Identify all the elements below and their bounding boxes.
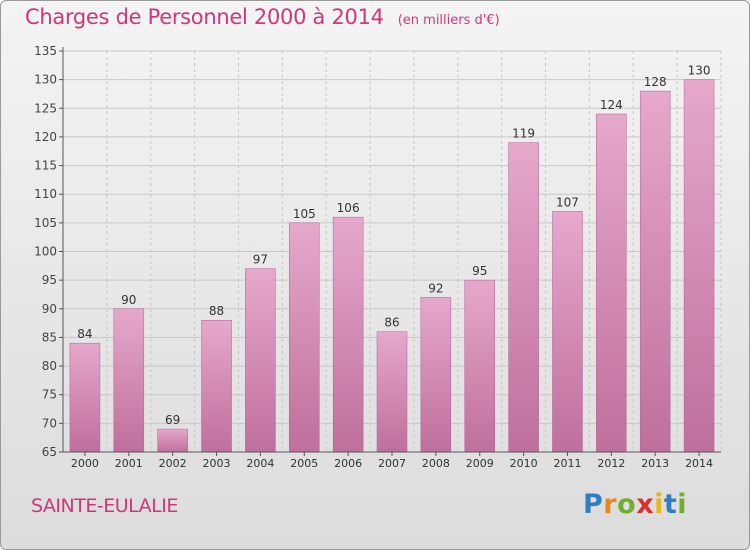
bar-value-label: 119 — [512, 127, 535, 141]
logo-letter: t — [663, 489, 678, 520]
bar — [552, 211, 583, 453]
y-tick-label: 95 — [42, 273, 57, 287]
logo-letter: r — [603, 489, 618, 520]
chart-title: Charges de Personnel 2000 à 2014 (en mill… — [25, 5, 500, 29]
bar-value-label: 86 — [384, 316, 399, 330]
proxiti-logo: Proxiti — [583, 489, 687, 520]
bar-value-label: 90 — [121, 293, 136, 307]
bar — [464, 279, 495, 453]
x-tick-label: 2006 — [334, 457, 362, 470]
x-tick-label: 2014 — [685, 457, 713, 470]
logo-letter: P — [583, 489, 604, 520]
label-layer: 65 70 75 80 85 90 95 100 105 110 115 120 125 130 135 84… — [34, 44, 713, 470]
bar — [683, 79, 715, 453]
y-tick-label: 85 — [42, 330, 57, 344]
y-tick-label: 115 — [34, 159, 57, 173]
bar-value-label: 84 — [77, 327, 92, 341]
bar — [596, 113, 627, 453]
x-tick-label: 2013 — [641, 457, 669, 470]
y-tick-label: 125 — [34, 101, 57, 115]
bar-value-label: 106 — [337, 201, 360, 215]
bar-value-label: 92 — [428, 281, 443, 295]
x-tick-label: 2003 — [203, 457, 231, 470]
logo-letter: o — [617, 489, 637, 520]
y-tick-label: 110 — [34, 187, 57, 201]
x-tick-label: 2005 — [290, 457, 318, 470]
bar-value-label: 128 — [644, 75, 667, 89]
y-tick-label: 65 — [42, 445, 57, 459]
axis-layer — [59, 47, 721, 456]
x-tick-label: 2004 — [246, 457, 274, 470]
x-tick-label: 2009 — [466, 457, 494, 470]
logo-letter: i — [654, 489, 664, 520]
bar-value-label: 69 — [165, 413, 180, 427]
bar — [376, 331, 408, 453]
y-tick-label: 135 — [34, 44, 57, 58]
x-tick-label: 2001 — [115, 457, 143, 470]
x-tick-label: 2011 — [553, 457, 581, 470]
bar — [420, 297, 452, 453]
chart-title-main: Charges de Personnel 2000 à 2014 — [25, 5, 384, 29]
x-tick-label: 2012 — [597, 457, 625, 470]
x-tick-label: 2010 — [510, 457, 538, 470]
y-tick-label: 70 — [42, 416, 57, 430]
logo-letter: x — [636, 489, 655, 520]
bar-value-label: 105 — [293, 207, 316, 221]
bar — [113, 308, 145, 453]
bar — [639, 90, 671, 453]
bar — [332, 216, 364, 453]
x-tick-label: 2008 — [422, 457, 450, 470]
chart-subtitle: (en milliers d'€) — [397, 13, 500, 28]
bar — [201, 319, 232, 453]
bar-value-label: 88 — [209, 304, 224, 318]
bar-value-label: 124 — [600, 98, 623, 112]
y-tick-label: 120 — [34, 130, 57, 144]
bar — [289, 222, 320, 453]
x-tick-label: 2000 — [71, 457, 99, 470]
y-tick-label: 100 — [34, 245, 57, 259]
x-tick-label: 2002 — [159, 457, 187, 470]
bar-layer — [69, 79, 715, 453]
bar — [69, 342, 101, 453]
y-tick-label: 75 — [42, 388, 57, 402]
bar-value-label: 130 — [688, 64, 711, 78]
bar-value-label: 95 — [472, 264, 487, 278]
y-tick-label: 130 — [34, 73, 57, 87]
bar-value-label: 97 — [253, 253, 268, 267]
bar-value-label: 107 — [556, 195, 579, 209]
commune-name: SAINTE-EULALIE — [31, 495, 178, 517]
y-tick-label: 105 — [34, 216, 57, 230]
y-tick-label: 90 — [42, 302, 57, 316]
y-tick-label: 80 — [42, 359, 57, 373]
logo-letter: i — [677, 489, 688, 520]
bar — [245, 268, 276, 453]
x-tick-label: 2007 — [378, 457, 406, 470]
bar — [157, 428, 188, 453]
bar — [508, 142, 539, 453]
